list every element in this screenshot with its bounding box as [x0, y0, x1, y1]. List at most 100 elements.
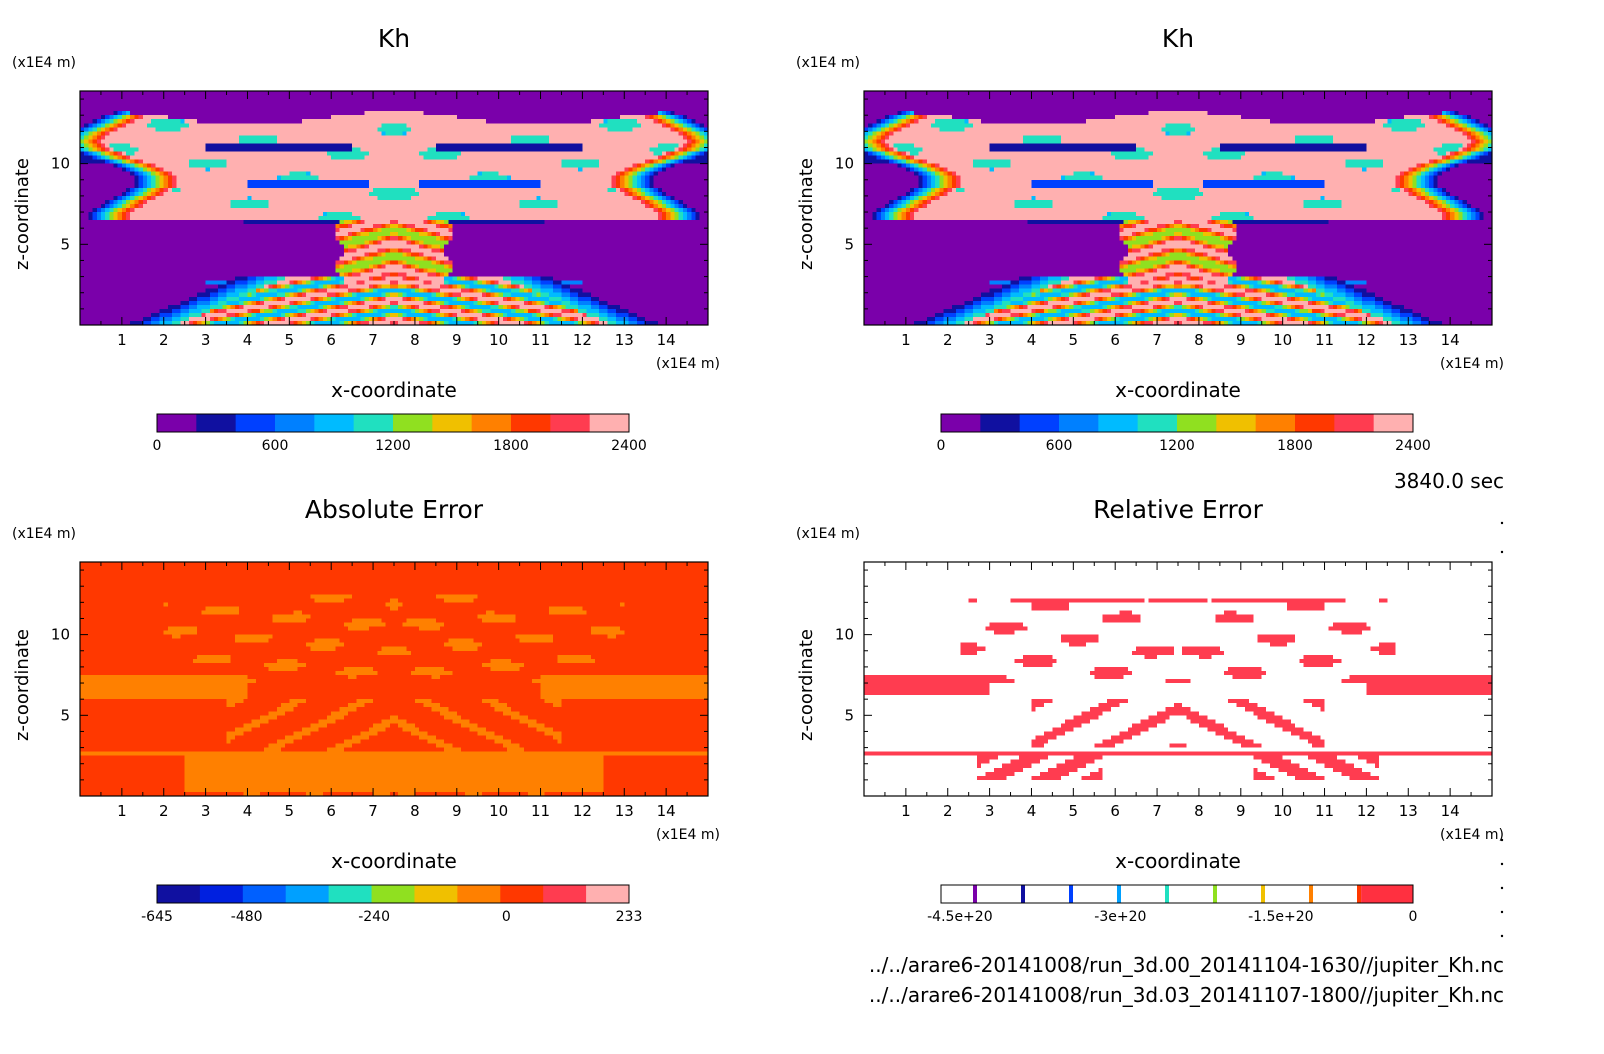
chart-title: Relative Error: [1093, 495, 1263, 524]
x-tick-label: 7: [1152, 331, 1162, 349]
x-tick-label: 12: [573, 802, 592, 820]
x-tick-label: 11: [1315, 802, 1334, 820]
x-tick-label: 2: [943, 802, 953, 820]
heatmap-field: [864, 91, 1493, 326]
colorbar-swatch: [1137, 414, 1178, 432]
x-tick-label: 6: [1110, 331, 1120, 349]
colorbar-swatch: [511, 414, 551, 432]
colorbar-swatch: [543, 885, 587, 903]
x-tick-label: 1: [117, 802, 127, 820]
x-tick-label: 9: [452, 331, 462, 349]
y-tick-label: 10: [51, 155, 70, 173]
marker-dots: [1500, 521, 1504, 938]
colorbar-swatch: [589, 414, 630, 432]
colorbar-tick-label: -4.5e+20: [927, 909, 992, 925]
colorbar-swatch: [1165, 885, 1169, 903]
colorbar-tick-label: 0: [1409, 909, 1418, 925]
x-tick-label: 3: [201, 802, 211, 820]
x-tick-label: 7: [368, 802, 378, 820]
colorbar-swatch: [196, 414, 237, 432]
axis-ticks: [80, 562, 708, 796]
x-tick-label: 13: [1399, 802, 1418, 820]
y-axis-unit: (x1E4 m): [796, 55, 860, 71]
colorbar-swatch: [1177, 414, 1217, 432]
y-axis-label: z-coordinate: [796, 158, 817, 270]
axis-ticks: [80, 91, 708, 325]
x-tick-label: 10: [1273, 331, 1292, 349]
colorbar-swatch: [1261, 885, 1265, 903]
x-tick-label: 13: [615, 331, 634, 349]
colorbar-tick-label: -1.5e+20: [1248, 909, 1313, 925]
x-tick-label: 6: [326, 802, 336, 820]
x-tick-label: 4: [1027, 331, 1037, 349]
colorbar: -645 -480 -240 0 233: [141, 884, 642, 925]
y-axis-label: z-coordinate: [12, 629, 33, 741]
x-tick-label: 5: [1069, 331, 1079, 349]
colorbar-tick-label: -645: [141, 909, 173, 925]
colorbar: 0 600 1200 1800 2400: [937, 413, 1431, 454]
y-tick-label: 5: [60, 706, 70, 724]
colorbar-swatch: [353, 414, 394, 432]
x-tick-label: 8: [1194, 331, 1204, 349]
y-axis-label: z-coordinate: [796, 629, 817, 741]
colorbar-swatch: [242, 885, 287, 903]
colorbar-swatch: [371, 885, 415, 903]
colorbar-tick-label: 1800: [1277, 438, 1313, 454]
colorbar-swatch: [550, 414, 591, 432]
x-axis-unit: (x1E4 m): [1440, 827, 1504, 843]
colorbar-swatch: [328, 885, 373, 903]
x-tick-label: 3: [201, 331, 211, 349]
colorbar-swatch: [1295, 414, 1335, 432]
x-tick-label: 14: [657, 331, 676, 349]
x-tick-label: 13: [615, 802, 634, 820]
colorbar-swatch: [1357, 885, 1361, 903]
x-tick-label: 14: [657, 802, 676, 820]
y-axis-label: z-coordinate: [12, 158, 33, 270]
colorbar-swatch: [1069, 885, 1073, 903]
heatmap-field: [864, 562, 1493, 797]
x-tick-label: 8: [410, 802, 420, 820]
colorbar-tick-label: -3e+20: [1094, 909, 1146, 925]
colorbar-swatch: [973, 885, 977, 903]
x-tick-label: 1: [117, 331, 127, 349]
x-tick-label: 10: [489, 331, 508, 349]
y-tick-label: 5: [844, 235, 854, 253]
x-tick-label: 13: [1399, 331, 1418, 349]
colorbar-swatch: [275, 414, 315, 432]
y-tick-label: 5: [60, 235, 70, 253]
x-tick-label: 3: [985, 802, 995, 820]
colorbar-swatch: [235, 414, 276, 432]
colorbar-swatch: [314, 414, 355, 432]
x-axis-unit: (x1E4 m): [1440, 356, 1504, 372]
x-tick-label: 1: [901, 331, 911, 349]
x-tick-label: 5: [1069, 802, 1079, 820]
colorbar-swatch: [1309, 885, 1313, 903]
colorbar-tick-label: 2400: [1395, 438, 1431, 454]
colorbar-swatch: [1098, 414, 1139, 432]
colorbar-swatch: [500, 885, 544, 903]
colorbar-swatch: [1019, 414, 1060, 432]
y-tick-label: 5: [844, 706, 854, 724]
colorbar-tick-label: 1200: [1159, 438, 1195, 454]
colorbar-swatch: [1021, 885, 1025, 903]
colorbar-swatch: [157, 414, 197, 432]
colorbar-tick-label: 0: [937, 438, 946, 454]
chart-title: Kh: [1162, 24, 1194, 53]
x-tick-label: 8: [1194, 802, 1204, 820]
colorbar-swatch: [199, 885, 244, 903]
colorbar-tick-label: -480: [231, 909, 263, 925]
x-axis-unit: (x1E4 m): [656, 827, 720, 843]
colorbar-swatch: [457, 885, 501, 903]
x-tick-label: 14: [1441, 802, 1460, 820]
x-tick-label: 12: [573, 331, 592, 349]
colorbar-swatch: [980, 414, 1021, 432]
y-axis-unit: (x1E4 m): [796, 526, 860, 542]
colorbar-swatch: [285, 885, 330, 903]
x-tick-label: 7: [368, 331, 378, 349]
axis-ticks: [864, 91, 1492, 325]
heatmap-field: [80, 91, 709, 326]
x-tick-label: 7: [1152, 802, 1162, 820]
x-tick-label: 2: [159, 802, 169, 820]
